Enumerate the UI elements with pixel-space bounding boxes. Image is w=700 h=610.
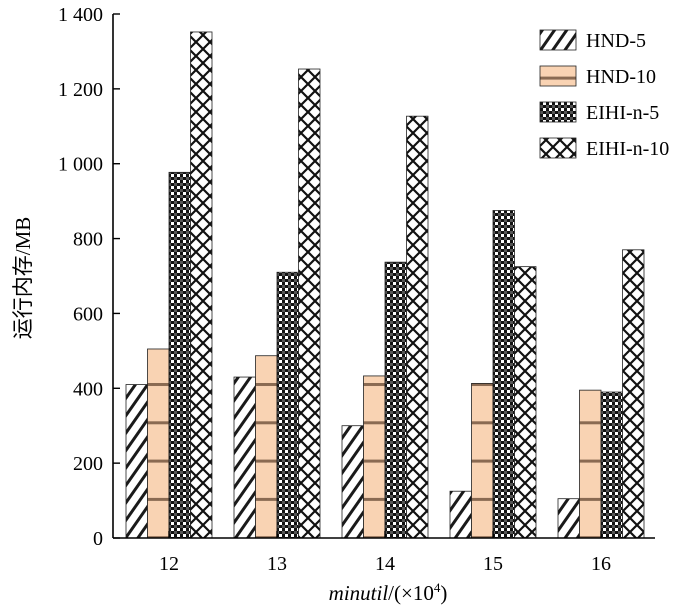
- legend-label-hnd-5: HND-5: [586, 30, 646, 52]
- legend-swatch-eihi-n-10: [539, 137, 577, 159]
- x-axis-ticks: 12 13 14 15 16: [159, 531, 611, 575]
- bar-hnd-10-15: [471, 383, 494, 539]
- bar-eihi-n-10-14: [406, 115, 429, 539]
- bar-eihi-n-5-13: [276, 271, 299, 539]
- bar-eihi-n-5-12: [168, 171, 191, 539]
- x-tick-label: 16: [591, 553, 611, 575]
- y-tick-label: 400: [73, 378, 103, 400]
- bar-hnd-10-13: [255, 355, 278, 539]
- bar-eihi-n-10-12: [190, 31, 213, 539]
- legend-swatch-hnd-10: [539, 65, 577, 87]
- bar-eihi-n-5-15: [492, 210, 515, 539]
- y-tick-label: 1 000: [58, 154, 103, 176]
- y-tick-label: 200: [73, 453, 103, 475]
- x-tick-label: 15: [483, 553, 503, 575]
- x-axis-title: minutil/(×104): [329, 580, 448, 605]
- bar-eihi-n-5-14: [384, 261, 407, 539]
- y-tick-label: 1 200: [58, 79, 103, 101]
- y-axis-ticks: 0 200 400 600 800 1 000 1 200 1 400: [58, 4, 120, 550]
- bar-hnd-5-15: [449, 490, 472, 539]
- y-tick-label: 0: [93, 528, 103, 550]
- x-tick-label: 13: [267, 553, 287, 575]
- bar-eihi-n-10-13: [298, 68, 321, 539]
- bar-hnd-10-14: [363, 375, 386, 539]
- legend-swatch-eihi-n-5: [539, 101, 577, 123]
- bar-eihi-n-10-15: [514, 266, 537, 539]
- y-tick-label: 600: [73, 303, 103, 325]
- y-tick-label: 1 400: [58, 4, 103, 26]
- bars-layer: [125, 31, 645, 539]
- legend-swatch-hnd-5: [539, 29, 577, 51]
- legend: HND-5 HND-10 EIHI-n-5 EIHI-n-10: [539, 29, 669, 160]
- legend-label-eihi-n-5: EIHI-n-5: [586, 102, 659, 124]
- bar-hnd-5-16: [557, 498, 580, 539]
- y-axis-title: 运行内存/MB: [11, 217, 35, 340]
- bar-hnd-5-13: [233, 376, 256, 539]
- bar-hnd-5-14: [341, 425, 364, 539]
- x-tick-label: 12: [159, 553, 179, 575]
- bar-eihi-n-10-16: [622, 249, 645, 539]
- x-tick-label: 14: [375, 553, 395, 575]
- y-tick-label: 800: [73, 229, 103, 251]
- bar-hnd-5-12: [125, 384, 148, 539]
- legend-label-eihi-n-10: EIHI-n-10: [586, 138, 669, 160]
- legend-label-hnd-10: HND-10: [586, 66, 656, 88]
- bar-hnd-10-16: [579, 389, 602, 539]
- bar-hnd-10-12: [147, 348, 170, 539]
- bar-eihi-n-5-16: [600, 391, 623, 539]
